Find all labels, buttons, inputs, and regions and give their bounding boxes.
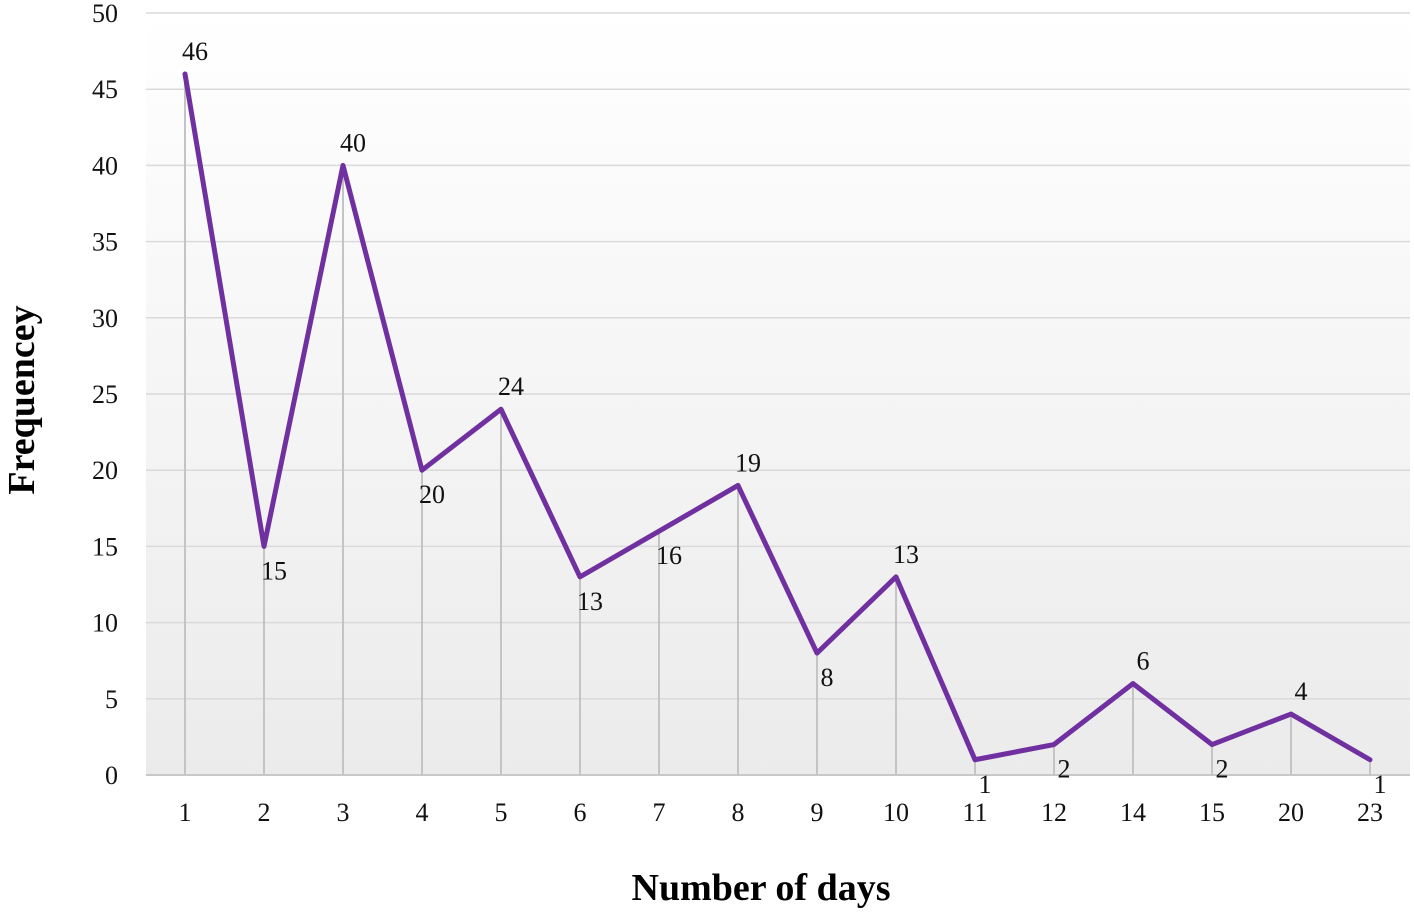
data-label: 13 (893, 540, 919, 569)
x-tick-label: 10 (883, 798, 909, 827)
x-tick-label: 11 (962, 798, 987, 827)
x-tick-label: 8 (732, 798, 745, 827)
data-label: 19 (735, 448, 761, 477)
y-axis-ticks: 0 5 10 15 20 25 30 35 40 45 50 (92, 0, 118, 790)
x-tick-label: 23 (1357, 798, 1383, 827)
y-tick-label: 25 (92, 380, 118, 409)
data-label: 20 (419, 480, 445, 509)
y-tick-label: 15 (92, 532, 118, 561)
series-layer (182, 71, 1373, 763)
x-tick-label: 6 (574, 798, 587, 827)
y-tick-label: 5 (105, 685, 118, 714)
data-label: 4 (1295, 677, 1308, 706)
data-label: 24 (498, 372, 524, 401)
y-tick-label: 50 (92, 0, 118, 28)
data-label: 13 (577, 587, 603, 616)
y-tick-label: 20 (92, 456, 118, 485)
x-tick-label: 2 (258, 798, 271, 827)
x-tick-label: 20 (1278, 798, 1304, 827)
data-label: 1 (1374, 770, 1387, 799)
x-axis-ticks: 1 2 3 4 5 6 7 8 9 10 11 12 14 15 20 23 (179, 798, 1384, 827)
x-tick-label: 12 (1041, 798, 1067, 827)
data-label: 46 (182, 37, 208, 66)
x-tick-label: 15 (1199, 798, 1225, 827)
gridlines (146, 12, 1410, 776)
drop-lines (184, 73, 1371, 775)
y-tick-label: 0 (105, 761, 118, 790)
series-line (182, 71, 1373, 763)
data-label: 1 (979, 770, 992, 799)
data-label: 2 (1058, 755, 1071, 784)
x-tick-label: 7 (653, 798, 666, 827)
x-axis-title: Number of days (632, 867, 891, 909)
x-tick-label: 1 (179, 798, 192, 827)
x-tick-label: 3 (337, 798, 350, 827)
x-tick-label: 9 (811, 798, 824, 827)
data-label: 6 (1137, 647, 1150, 676)
y-tick-label: 10 (92, 609, 118, 638)
data-label: 2 (1216, 755, 1229, 784)
y-axis-title: Frequencey (1, 305, 43, 494)
y-tick-label: 30 (92, 304, 118, 333)
x-tick-label: 4 (416, 798, 429, 827)
y-tick-label: 40 (92, 151, 118, 180)
data-label: 8 (821, 663, 834, 692)
data-label: 16 (656, 541, 682, 570)
data-label: 40 (340, 128, 366, 157)
y-tick-label: 45 (92, 75, 118, 104)
y-tick-label: 35 (92, 228, 118, 257)
x-tick-label: 14 (1120, 798, 1146, 827)
x-tick-label: 5 (495, 798, 508, 827)
data-label: 15 (261, 556, 287, 585)
